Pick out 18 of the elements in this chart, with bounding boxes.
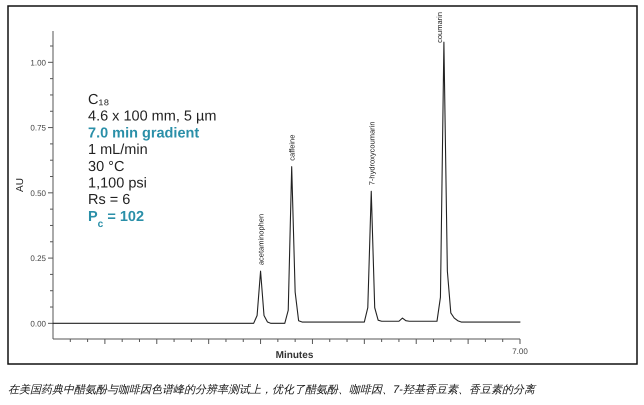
line-series — [52, 42, 521, 324]
x-axis-title: Minutes — [276, 350, 314, 361]
annotation: 30 °C — [88, 158, 124, 175]
y-tick-label: 1.00 — [30, 58, 47, 68]
text: 在美国药典中醋氨酚与咖啡因色谱峰的分辨率测试上，优化了醋氨酚、咖啡因、7-羟基香豆素、香豆素的分离 — [8, 383, 537, 396]
y-tick-label: 0.25 — [30, 254, 47, 264]
annotation: 7.0 min gradient — [88, 125, 200, 142]
y-tick-label: 0.00 — [30, 319, 47, 328]
x-tick-label: 7.00 — [512, 347, 528, 356]
annotation: 4.6 x 100 mm, 5 µm — [88, 108, 216, 125]
annotation: 1 mL/min — [88, 142, 148, 158]
annotation: 1,100 psi — [88, 176, 147, 192]
annotation: P$_{c}$ = 102 — [88, 208, 144, 230]
y-axis-title: AU — [15, 178, 26, 192]
y-tick-label: 0.75 — [30, 124, 47, 133]
y-tick-label: 0.50 — [30, 188, 47, 198]
annotation: Rs = 6 — [88, 192, 130, 208]
annotation: C₁₈ — [88, 92, 110, 108]
